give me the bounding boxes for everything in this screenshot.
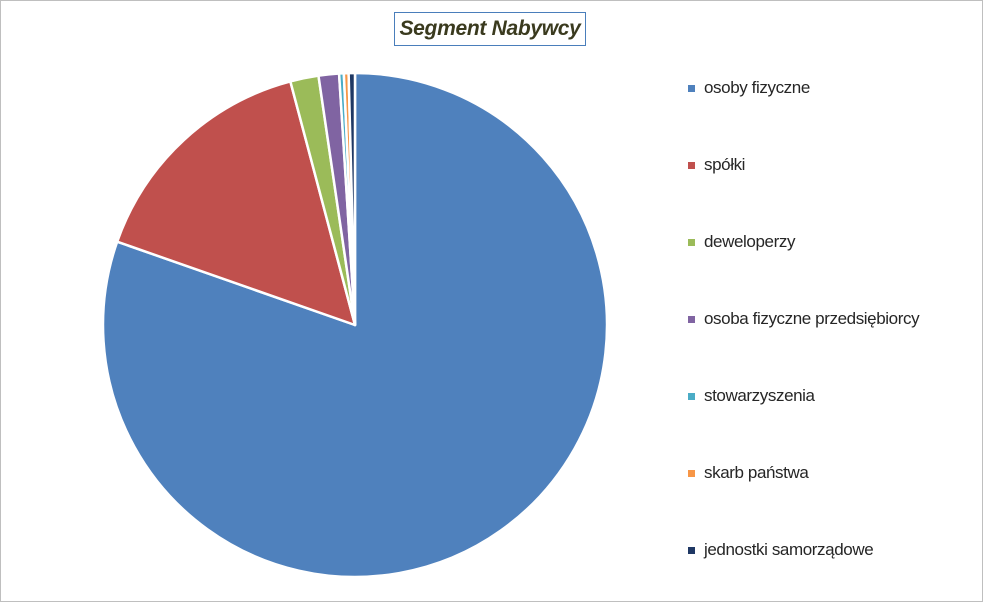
pie-slice-7 [347, 71, 357, 327]
legend-swatch [688, 469, 695, 477]
legend-item: skarb państwa [688, 455, 809, 491]
legend-label: skarb państwa [704, 463, 809, 482]
legend-item: stowarzyszenia [688, 378, 815, 414]
legend-swatch [688, 546, 695, 554]
legend-label: jednostki samorządowe [704, 540, 874, 559]
chart-title: Segment Nabywcy [394, 12, 586, 46]
legend-item: jednostki samorządowe [688, 532, 874, 568]
legend-label: osoba fizyczne przedsiębiorcy [704, 309, 920, 328]
legend-swatch [688, 84, 695, 92]
legend-swatch [688, 161, 695, 169]
pie-slice-2 [115, 80, 357, 327]
legend-label: stowarzyszenia [704, 386, 815, 405]
legend-label: osoby fizyczne [704, 78, 810, 97]
legend-swatch [688, 238, 695, 246]
legend-swatch [688, 392, 695, 400]
legend-item: spółki [688, 147, 745, 183]
legend-item: deweloperzy [688, 224, 795, 260]
legend-item: osoby fizyczne [688, 70, 810, 106]
legend-item: osoba fizyczne przedsiębiorcy [688, 301, 920, 337]
legend-label: spółki [704, 155, 746, 174]
legend-swatch [688, 315, 695, 323]
legend-label: deweloperzy [704, 232, 796, 251]
